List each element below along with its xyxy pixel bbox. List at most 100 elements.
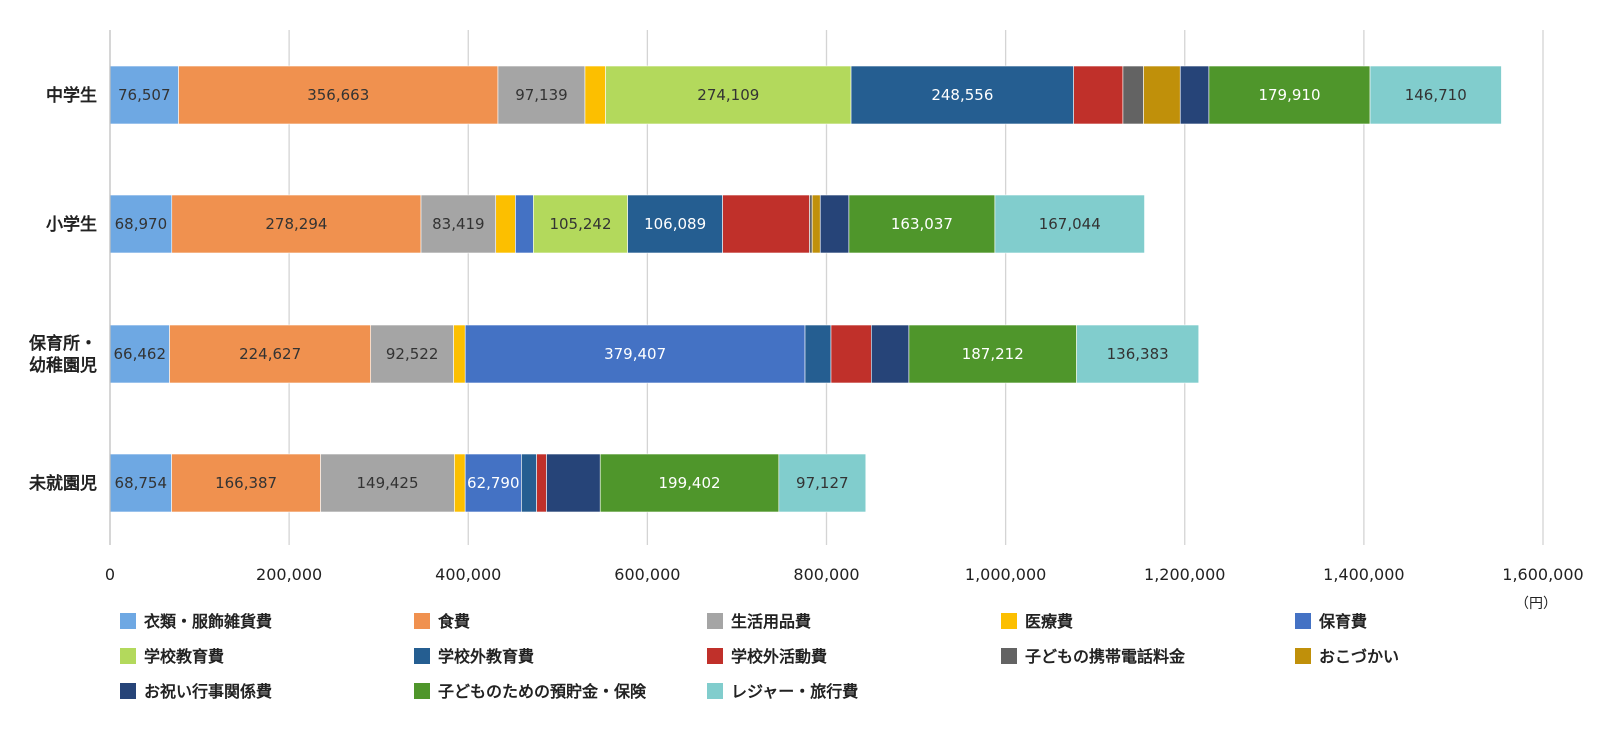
data-label: 379,407 [604,345,666,363]
data-label: 136,383 [1107,345,1169,363]
data-label: 66,462 [114,345,167,363]
x-unit-label: （円） [1515,596,1557,612]
bar-segment [464,453,522,513]
legend-swatch [707,613,723,629]
bar-segment [819,194,850,254]
bar-segment [1208,65,1371,125]
legend-label: おこづかい [1319,647,1399,666]
x-tick-label: 200,000 [256,565,322,584]
bar-segment [1076,324,1200,384]
legend-label: 保育費 [1318,612,1367,631]
data-label: 187,212 [962,345,1024,363]
x-tick-label: 0 [105,565,115,584]
data-label: 248,556 [931,86,993,104]
legend-label: 生活用品費 [731,612,811,631]
category-label: 中学生 [46,85,97,106]
data-label: 97,139 [515,86,568,104]
bar-segment [515,194,534,254]
legend-swatch [1001,613,1017,629]
x-tick-label: 800,000 [793,565,859,584]
bar-segment [809,194,813,254]
bar-segment [536,453,547,513]
bar-segment [109,194,173,254]
bar-segment [811,194,821,254]
data-label: 83,419 [432,215,485,233]
legend-label: 学校外活動費 [731,647,827,666]
bar-segment [627,194,723,254]
bar-segment [546,453,601,513]
legend-swatch [414,683,430,699]
legend-label: 子どものための預貯金・保険 [438,682,647,701]
data-label: 356,663 [307,86,369,104]
data-label: 199,402 [659,474,721,492]
data-label: 68,970 [115,215,168,233]
legend-swatch [707,648,723,664]
bar-segment [495,194,516,254]
bar-segment [1122,65,1144,125]
data-label: 62,790 [467,474,520,492]
bar-segment [1179,65,1210,125]
bar-segment [497,65,586,125]
x-tick-label: 600,000 [614,565,680,584]
bar-segment [533,194,628,254]
data-label: 68,754 [115,474,168,492]
data-label: 149,425 [356,474,418,492]
legend-swatch [1295,648,1311,664]
bar-segment [584,65,606,125]
data-label: 106,089 [644,215,706,233]
bar-segment [1073,65,1124,125]
legend-swatch [414,613,430,629]
legend-swatch [1295,613,1311,629]
bar-segment [370,324,454,384]
legend-swatch [120,648,136,664]
legend-label: 医療費 [1025,612,1073,631]
legend-swatch [707,683,723,699]
data-label: 146,710 [1405,86,1467,104]
bar-segment [599,453,780,513]
x-tick-label: 1,200,000 [1144,565,1225,584]
legend-label: お祝い行事関係費 [144,682,272,701]
legend-label: 衣類・服飾雑貨費 [144,612,272,631]
data-label: 274,109 [697,86,759,104]
legend-label: 子どもの携帯電話料金 [1025,647,1186,666]
bar-segment [870,324,910,384]
legend-label: 食費 [437,612,470,631]
legend-swatch [120,683,136,699]
data-label: 76,507 [118,86,171,104]
data-label: 278,294 [265,215,327,233]
x-tick-label: 400,000 [435,565,501,584]
bar-segment [320,453,455,513]
x-tick-label: 1,000,000 [965,565,1046,584]
bar-segment [848,194,996,254]
data-label: 105,242 [549,215,611,233]
bar-segment [1143,65,1181,125]
x-tick-label: 1,400,000 [1323,565,1404,584]
data-label: 166,387 [215,474,277,492]
category-label: 幼稚園児 [29,355,97,376]
bar-segment [994,194,1145,254]
bar-segment [178,65,499,125]
bar-segment [453,324,466,384]
x-tick-label: 1,600,000 [1502,565,1583,584]
legend-swatch [414,648,430,664]
bar-segment [830,324,872,384]
bar-segment [171,194,422,254]
bar-segment [169,324,372,384]
legend-swatch [1001,648,1017,664]
bar-segment [804,324,832,384]
bar-segment [778,453,867,513]
bar-segment [464,324,806,384]
bar-segment [722,194,810,254]
legend-label: 学校外教育費 [438,647,534,666]
data-label: 167,044 [1039,215,1101,233]
bar-segment [1369,65,1502,125]
bar-segment [109,324,170,384]
bar-segment [908,324,1077,384]
category-label: 保育所・ [28,333,97,354]
bar-segment [171,453,321,513]
category-label: 小学生 [46,214,97,235]
data-label: 224,627 [239,345,301,363]
legend-swatch [120,613,136,629]
